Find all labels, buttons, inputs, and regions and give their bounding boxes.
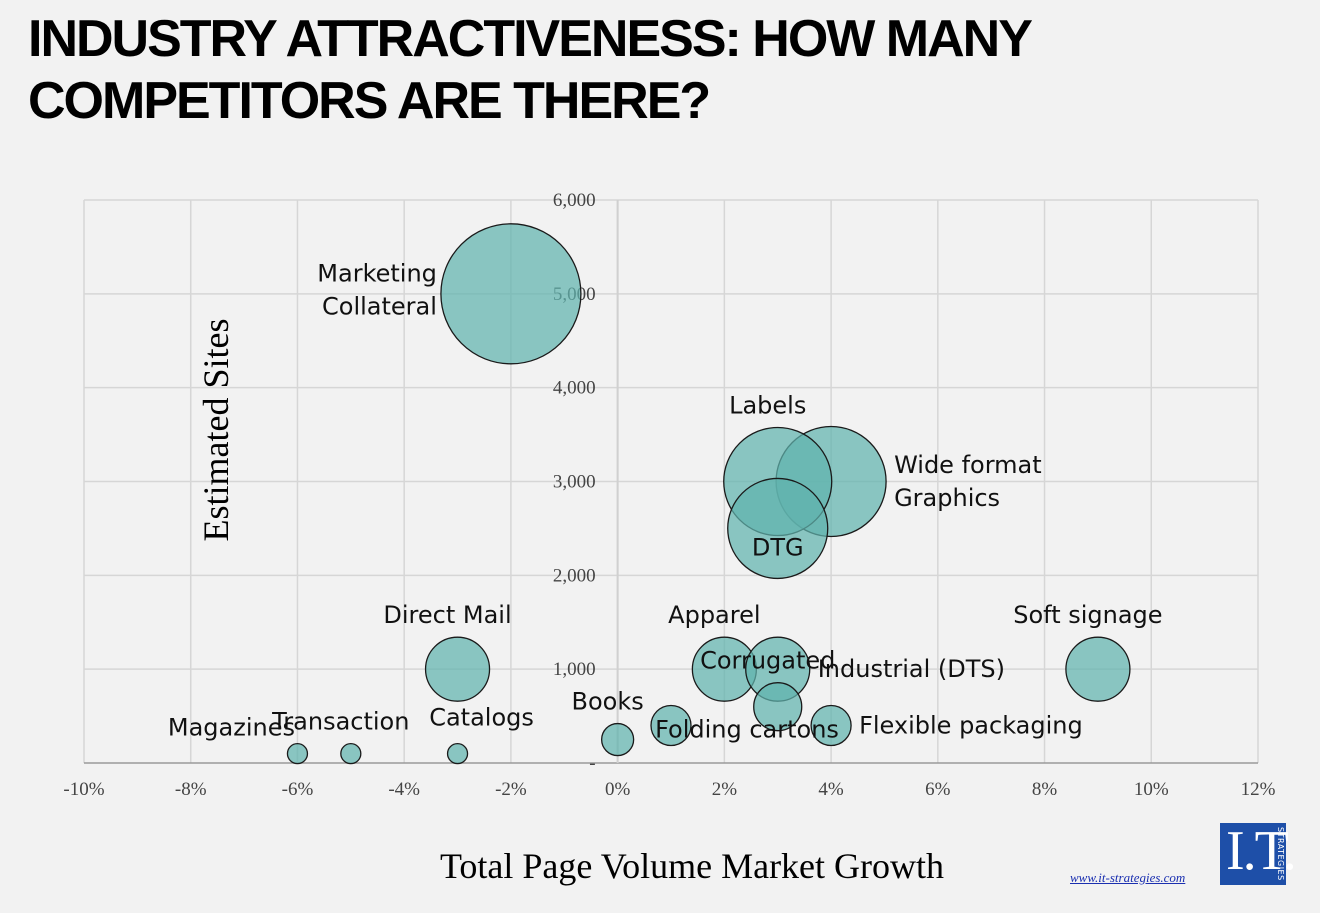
bubble-label: Catalogs (429, 704, 534, 732)
bubble-label: Books (572, 688, 644, 716)
bubble-magazines (286, 742, 309, 765)
y-tick-label: 6,000 (553, 190, 596, 211)
bubble-label: Labels (729, 392, 806, 420)
bubble-label: Graphics (894, 484, 1000, 512)
bubbles (286, 223, 1131, 765)
bubble-label: Direct Mail (383, 601, 511, 629)
bubble-folding-cartons (650, 704, 692, 747)
bubble-marketing-collateral (440, 223, 582, 365)
bubble-label: Industrial (DTS) (818, 655, 1005, 683)
bubble-label: Flexible packaging (859, 711, 1083, 739)
x-tick-label: 6% (925, 779, 951, 800)
bubble-direct-mail (424, 636, 491, 702)
bubble-label: Transaction (271, 708, 409, 736)
bubble-label: Marketing (317, 259, 437, 287)
bubble-dtg (727, 477, 829, 580)
y-tick-label: 3,000 (553, 472, 596, 493)
x-tick-label: -10% (63, 779, 104, 800)
x-axis-label: Total Page Volume Market Growth (440, 846, 944, 886)
logo-mark: I.T. (1226, 820, 1297, 882)
x-tick-label: 12% (1241, 779, 1276, 800)
page-title: INDUSTRY ATTRACTIVENESS: HOW MANY COMPET… (28, 10, 1032, 130)
bubble-label: Collateral (322, 292, 437, 320)
x-tick-label: -8% (175, 779, 207, 800)
bubble-books (600, 722, 635, 757)
x-tick-label: 0% (605, 779, 631, 800)
x-tick-label: 4% (818, 779, 844, 800)
bubble-label: Apparel (668, 601, 760, 629)
company-logo: I.T. STRATEGIES (1220, 820, 1297, 885)
x-tick-labels: -10% -8% -6% -4% -2% 0% 2% 4% 6% 8% 10% 12% (63, 779, 1275, 800)
bubble-transaction (340, 742, 362, 765)
bubble-label: Folding cartons (655, 715, 839, 743)
bubble-label: Magazines (168, 714, 295, 742)
bubble-labels: Marketing Collateral Labels Wide format Grap… (168, 259, 1163, 743)
bubble-label: Wide format (894, 451, 1042, 479)
y-axis-label: Estimated Sites (196, 319, 236, 542)
website-link[interactable]: www.it-strategies.com (1070, 870, 1186, 885)
x-tick-label: 10% (1134, 779, 1169, 800)
y-tick-label: 2,000 (553, 565, 596, 586)
bubble-label: Soft signage (1013, 601, 1162, 629)
bubble-flexible-packaging (810, 704, 852, 747)
bubble-corrugated (753, 682, 803, 732)
y-tick-label: 1,000 (553, 659, 596, 680)
bubble-label: Corrugated (700, 647, 835, 675)
x-tick-label: -6% (282, 779, 314, 800)
x-tick-label: -2% (495, 779, 527, 800)
y-tick-label: 4,000 (553, 378, 596, 399)
x-tick-label: -4% (388, 779, 420, 800)
bubble-soft-signage (1065, 636, 1131, 702)
bubble-label: DTG (752, 533, 804, 561)
x-tick-label: 8% (1032, 779, 1058, 800)
logo-side-text: STRATEGIES (1276, 827, 1285, 881)
bubble-catalogs (446, 742, 469, 765)
x-tick-label: 2% (712, 779, 738, 800)
y-tick-label: - (589, 753, 595, 774)
